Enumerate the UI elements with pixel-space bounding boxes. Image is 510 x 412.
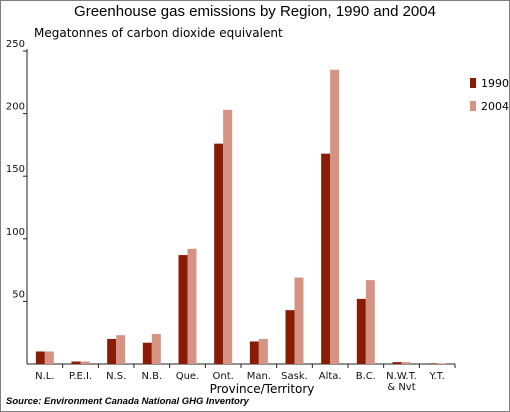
- x-tick-label: N.L.: [35, 371, 54, 382]
- x-tick-label: P.E.I.: [69, 371, 92, 382]
- x-tick-label: N.B.: [141, 371, 162, 382]
- bar-2004-6: [258, 338, 268, 364]
- bars: [35, 69, 447, 365]
- x-tick-label: Y.T.: [428, 371, 444, 382]
- bar-1990-6: [249, 341, 259, 364]
- bar-2004-8: [330, 69, 340, 364]
- axes: [23, 49, 456, 368]
- bar-2004-0: [44, 351, 54, 364]
- bar-2004-3: [151, 333, 161, 364]
- y-tick-label: 100: [6, 227, 25, 238]
- bar-1990-5: [214, 143, 224, 364]
- bar-1990-8: [321, 153, 331, 364]
- legend: 1990 2004: [470, 77, 509, 113]
- bar-1990-4: [178, 255, 188, 364]
- legend-swatch-2004: [470, 101, 476, 111]
- bar-1990-10: [392, 362, 402, 364]
- bar-2004-7: [294, 277, 304, 364]
- x-tick-label: Sask.: [281, 371, 308, 382]
- x-tick-label: Ont.: [213, 371, 234, 382]
- bar-2004-4: [187, 248, 197, 364]
- x-tick-label: N.W.T.: [386, 371, 417, 382]
- bar-2004-1: [80, 361, 90, 364]
- y-tick-label: 50: [12, 289, 25, 300]
- bar-2004-2: [116, 335, 126, 364]
- x-tick-label: Alta.: [319, 371, 342, 382]
- bar-1990-11: [428, 363, 438, 364]
- x-axis-label: Province/Territory: [210, 382, 315, 396]
- y-tick-label: 200: [6, 102, 25, 113]
- bar-1990-3: [142, 342, 152, 364]
- bar-2004-9: [365, 280, 375, 364]
- y-tick-labels: 50 100 150 200 250: [6, 39, 25, 300]
- bar-1990-9: [356, 298, 366, 364]
- bar-2004-5: [223, 109, 233, 365]
- legend-swatch-1990: [470, 78, 476, 88]
- bar-1990-7: [285, 310, 295, 364]
- x-tick-label: B.C.: [356, 371, 376, 382]
- y-tick-label: 150: [6, 164, 25, 175]
- bar-1990-0: [35, 351, 45, 364]
- x-tick-label: & Nvt: [387, 382, 415, 393]
- y-tick-label: 250: [6, 39, 25, 50]
- x-tick-labels: N.L. P.E.I. N.S. N.B. Que. Ont. Man. Sask. Alta.…: [35, 371, 445, 393]
- x-tick-label: N.S.: [106, 371, 126, 382]
- source-note: Source: Environment Canada National GHG …: [6, 396, 249, 407]
- x-tick-label: Que.: [176, 371, 200, 382]
- bar-1990-2: [107, 338, 117, 364]
- bar-2004-11: [437, 363, 447, 364]
- bar-1990-1: [71, 361, 81, 364]
- legend-label-2004: 2004: [481, 100, 509, 113]
- y-axis-label: Megatonnes of carbon dioxide equivalent: [34, 26, 283, 40]
- legend-label-1990: 1990: [481, 77, 509, 90]
- x-tick-label: Man.: [247, 371, 271, 382]
- chart-title: Greenhouse gas emissions by Region, 1990…: [74, 3, 436, 20]
- bar-2004-10: [401, 362, 411, 364]
